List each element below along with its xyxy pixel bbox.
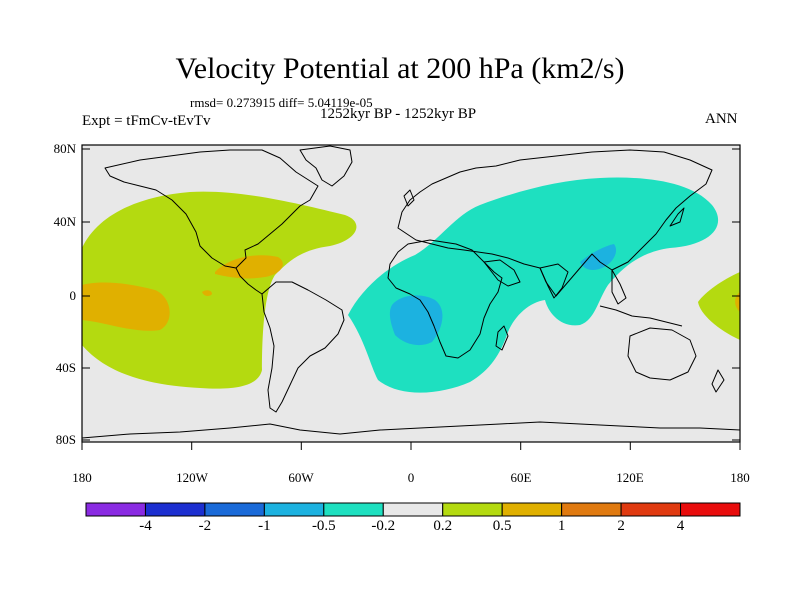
colorbar-swatch [204,502,265,517]
lat-tick-label: 0 [69,288,77,303]
colorbar-label: -0.5 [311,518,336,534]
lon-tick-label: 0 [407,470,415,485]
positive-region-west-pacific [698,272,740,340]
colorbar-swatch [382,502,444,517]
colorbar-swatch [263,502,325,517]
lat-ticks [82,148,740,441]
coast-australia [627,327,697,381]
colorbar-swatch [620,502,682,517]
colorbar-label: 2 [617,518,625,534]
colorbar-swatch [323,502,384,517]
coastlines [82,145,740,439]
figure-title: Velocity Potential at 200 hPa (km2/s) [175,52,625,85]
negative-region-eastern-hemisphere [348,177,719,393]
coast-japan [669,207,685,227]
lat-tick-label: 40S [55,360,76,375]
lon-ticks [81,442,741,450]
lon-tick-label: 60E [510,470,532,485]
experiment-label: Expt = tFmCv-tEvTv [82,113,211,129]
coast-uk [403,189,415,207]
coast-new-zealand [711,369,725,393]
lon-tick-label: 120W [176,470,208,485]
coast-north-america [104,149,319,269]
colorbar-label: 4 [676,518,685,534]
positive-region-pacific [82,191,357,389]
coast-antarctica [82,421,740,439]
negative-max-south-asia [580,244,617,270]
colorbar-label: -4 [139,518,152,534]
colorbar-swatch [442,502,503,517]
colorbar-label: 1 [557,518,566,534]
colorbar-swatch [680,502,741,517]
colorbar-swatch [561,502,622,517]
coast-south-america [261,281,345,413]
coast-arabia [483,259,521,287]
colorbar [85,502,741,517]
coast-india [539,263,569,299]
colorbar-label: 0.2 [433,518,453,534]
lon-tick-label: 180 [72,470,92,485]
anomaly-fields [82,177,740,393]
lat-tick-label: 40N [53,214,76,229]
colorbar-label: 0.5 [492,518,512,534]
coast-greenland [299,145,353,187]
colorbar-label: -1 [258,518,271,534]
positive-max-caribbean [215,255,283,279]
lat-tick-label: 80S [55,432,76,447]
positive-max-dateline [735,292,740,312]
colorbar-swatch [85,502,146,517]
coast-central-america [235,267,263,295]
colorbar-swatch [501,502,563,517]
coast-africa [387,239,503,359]
lon-tick-label: 60W [288,470,314,485]
negative-max-africa [389,295,443,346]
colorbar-swatch [144,502,206,517]
positive-max-dot [202,290,212,297]
lon-tick-label: 120E [616,470,644,485]
coast-europe [397,149,713,297]
positive-max-pacific [82,282,170,331]
lat-tick-label: 80N [53,141,76,156]
colorbar-label: -2 [198,518,212,534]
coast-indonesia [599,305,683,327]
lon-tick-label: 180 [730,470,750,485]
coast-southeast-asia [611,269,627,305]
coast-madagascar [495,325,509,351]
colorbar-label: -0.2 [371,518,396,534]
period-label: 1252kyr BP - 1252kyr BP [320,106,477,122]
stats-label: rmsd= 0.273915 diff= 5.04119e-05 [190,95,373,110]
season-label: ANN [705,111,738,127]
